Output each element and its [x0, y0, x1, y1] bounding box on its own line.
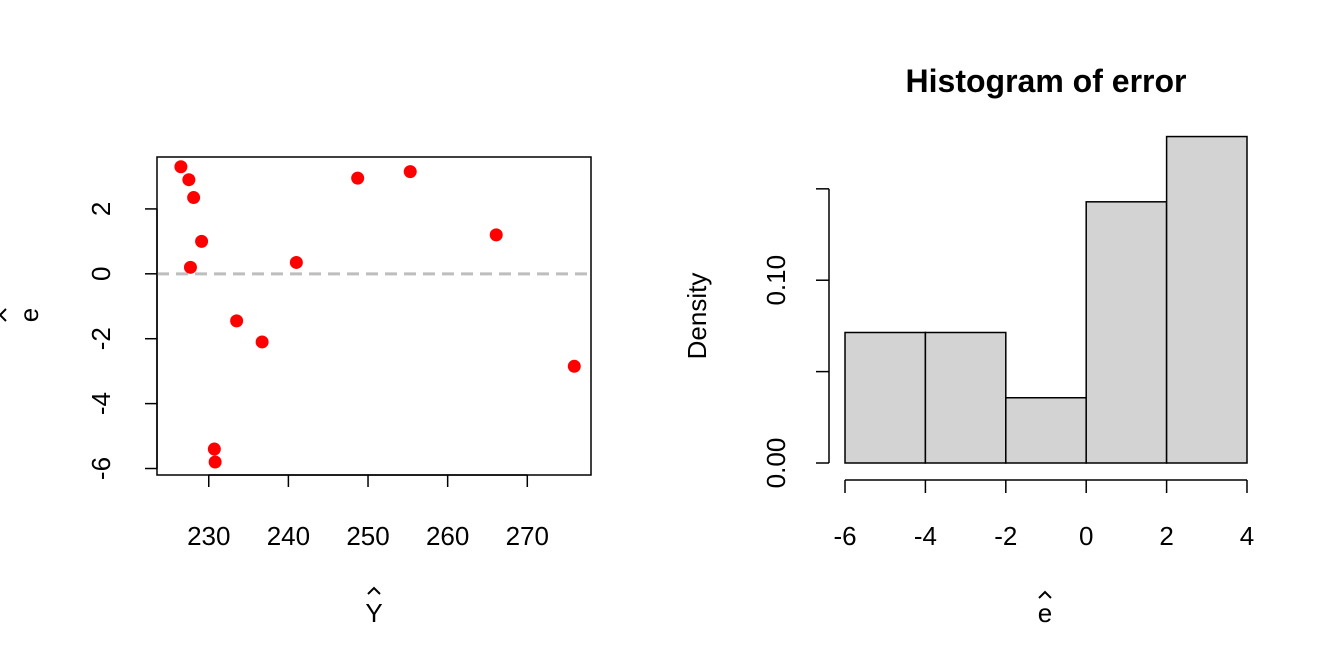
data-point [183, 260, 197, 274]
y-tick-label: 0 [86, 267, 116, 281]
data-point [255, 335, 269, 349]
histogram-bar [1005, 396, 1087, 464]
x-tick-label: 260 [426, 521, 469, 551]
y-tick-label: -2 [86, 327, 116, 350]
data-point [182, 173, 196, 187]
data-point [351, 171, 365, 185]
histogram-bar [1085, 201, 1168, 464]
data-point [208, 455, 222, 469]
data-point [207, 442, 221, 456]
y-axis-label: e [14, 308, 44, 322]
y-tick-label: -4 [86, 392, 116, 415]
data-point [187, 191, 201, 205]
x-tick-label: -4 [914, 521, 937, 551]
chart-title: Histogram of error [906, 63, 1187, 99]
x-axis-label-hat [367, 586, 381, 595]
residual-scatter-plot: 230 240 250 260 270 -6 -4 -2 0 2 Ye [0, 156, 592, 628]
x-tick-label: -6 [833, 521, 856, 551]
plot-frame [156, 156, 592, 476]
error-histogram: Histogram of error -6 -4 -2 0 2 4 0.00 0.10 e Dens… [682, 63, 1254, 628]
y-tick-label: 0.00 [761, 438, 791, 489]
x-tick-label: 250 [346, 521, 389, 551]
data-point [489, 228, 503, 242]
x-tick-label: 240 [267, 521, 310, 551]
data-point [174, 160, 188, 174]
x-tick-label: 230 [187, 521, 230, 551]
x-axis-label-hat [1038, 590, 1052, 599]
histogram-bar [1165, 135, 1248, 464]
x-tick-label: 270 [506, 521, 549, 551]
y-axis-label-hat [0, 308, 7, 322]
x-tick-label: 4 [1240, 521, 1254, 551]
y-tick-label: 0.10 [761, 255, 791, 306]
histogram-bar [924, 331, 1007, 464]
x-tick-label: 2 [1159, 521, 1173, 551]
x-tick-label: -2 [994, 521, 1017, 551]
data-point [195, 234, 209, 248]
data-point [289, 255, 303, 269]
x-tick-label: 0 [1079, 521, 1093, 551]
histogram-bar [844, 331, 927, 464]
y-tick-label: 2 [86, 202, 116, 216]
data-point [230, 314, 244, 328]
data-point [403, 165, 417, 179]
data-point [567, 359, 581, 373]
y-axis-label: Density [682, 273, 712, 360]
x-axis-label: Y [365, 598, 382, 628]
x-axis-label: e [1038, 598, 1052, 628]
y-tick-label: -6 [86, 457, 116, 480]
